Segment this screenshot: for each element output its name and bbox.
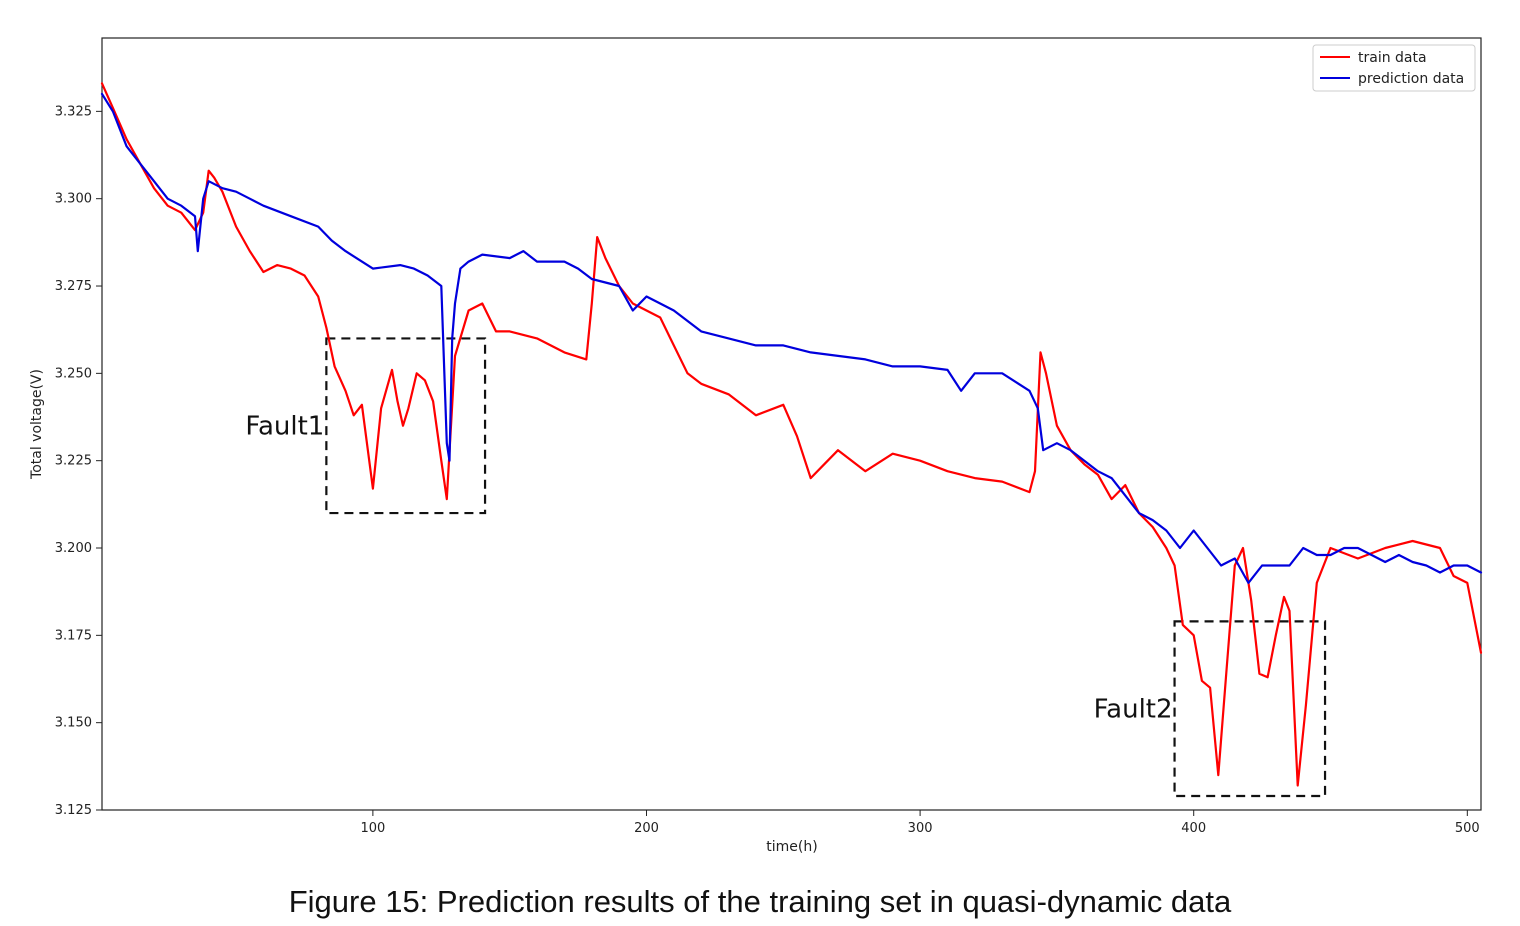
series-line-prediction-data [100,92,1483,585]
legend-label-prediction-data: prediction data [1358,71,1464,87]
x-tick-label: 500 [1455,821,1480,836]
x-tick-label: 200 [634,821,659,836]
y-tick-label: 3.150 [55,716,92,731]
y-tick-label: 3.300 [55,192,92,207]
x-tick-label: 300 [908,821,933,836]
y-tick-label: 3.125 [55,803,92,818]
fault-label-fault2: Fault2 [1094,695,1173,725]
plot-area-frame [101,37,1482,811]
y-tick-label: 3.225 [55,454,92,469]
y-axis-label: Total voltage(V) [29,369,45,480]
fault-label-fault1: Fault1 [245,412,324,442]
x-axis-label: time(h) [766,839,817,855]
y-tick-label: 3.200 [55,541,92,556]
y-tick-label: 3.275 [55,279,92,294]
fault-annotations: Fault1 Fault2 [245,337,1327,798]
y-tick-label: 3.325 [55,104,92,119]
figure-caption: Figure 15: Prediction results of the tra… [288,884,1232,919]
fault-box-fault2 [1173,620,1327,798]
series-layer [100,82,1483,787]
y-axis: 3.125 3.150 3.175 3.200 3.225 3.250 3.275 3.300… [55,104,102,818]
legend: train data prediction data [1312,44,1476,92]
x-tick-label: 100 [360,821,385,836]
legend-label-train-data: train data [1358,50,1427,66]
x-tick-label: 400 [1181,821,1206,836]
x-axis: 100 200 300 400 500 [360,810,1480,836]
fault-box-fault1 [325,337,487,515]
legend-box [1312,44,1476,92]
y-tick-label: 3.175 [55,628,92,643]
y-tick-label: 3.250 [55,366,92,381]
series-line-train-data [100,82,1483,787]
